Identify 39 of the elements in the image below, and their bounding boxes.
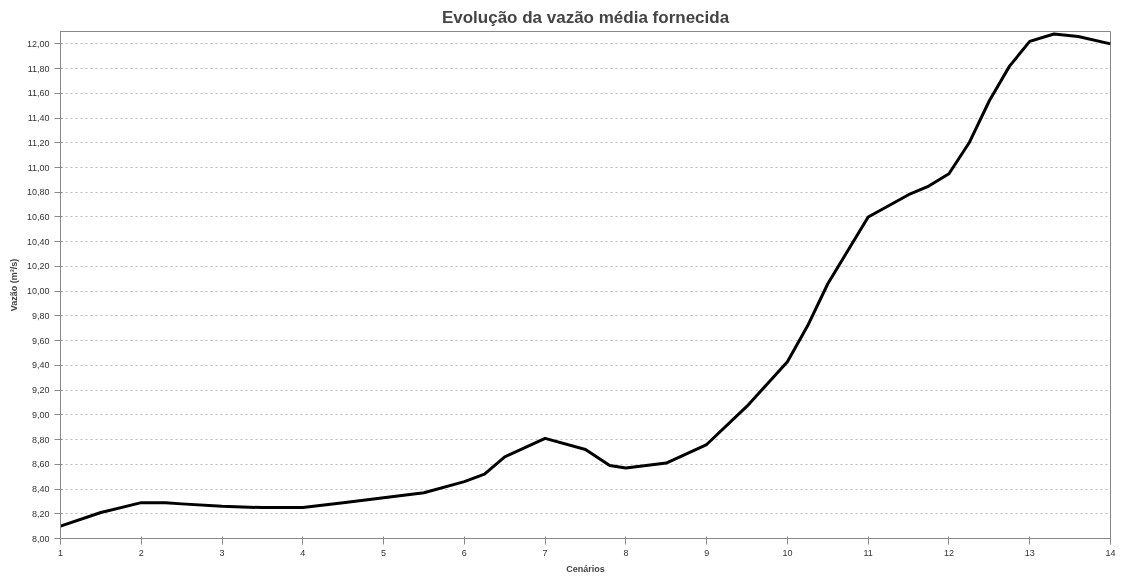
x-tick-label: 10 — [782, 547, 793, 558]
x-tick-label: 7 — [542, 547, 548, 558]
x-tick-label: 13 — [1024, 547, 1035, 558]
y-tick-label: 11,60 — [27, 88, 50, 99]
y-tick-label: 10,80 — [26, 187, 50, 198]
y-tick-label: 8,80 — [31, 434, 50, 445]
x-tick-label: 11 — [863, 547, 873, 558]
x-tick-label: 1 — [58, 547, 64, 558]
y-tick-label: 11,40 — [27, 113, 50, 124]
y-tick-label: 11,00 — [27, 162, 50, 173]
y-tick-label: 11,80 — [27, 63, 50, 74]
y-tick-label: 10,00 — [26, 286, 50, 297]
y-tick-label: 12,00 — [26, 38, 50, 49]
x-tick-label: 8 — [623, 547, 629, 558]
y-tick-label: 8,00 — [31, 533, 50, 544]
y-tick-label: 9,80 — [31, 310, 50, 321]
x-tick-label: 2 — [138, 547, 144, 558]
y-tick-label: 8,60 — [31, 459, 50, 470]
y-tick-label: 8,20 — [31, 508, 50, 519]
x-tick-label: 4 — [300, 547, 306, 558]
x-tick-label: 6 — [461, 547, 467, 558]
x-tick-label: 5 — [381, 547, 387, 558]
y-tick-label: 10,20 — [26, 261, 50, 272]
x-tick-label: 12 — [943, 547, 954, 558]
y-tick-label: 10,40 — [26, 236, 50, 247]
y-tick-label: 9,00 — [31, 409, 50, 420]
x-axis-title: Cenários — [566, 563, 605, 574]
y-axis-title: Vazão (m³/s) — [8, 258, 19, 312]
line-series — [60, 32, 1111, 528]
y-tick-label: 10,60 — [26, 211, 50, 222]
x-tick-label: 3 — [219, 547, 225, 558]
x-tick-label: 9 — [704, 547, 710, 558]
x-tick-label: 14 — [1105, 547, 1116, 558]
y-tick-label: 9,60 — [31, 335, 50, 346]
y-tick-label: 8,40 — [31, 484, 50, 495]
chart-title: Evolução da vazão média fornecida — [441, 7, 730, 27]
y-tick-label: 9,40 — [31, 360, 50, 371]
y-tick-label: 9,20 — [31, 385, 50, 396]
y-tick-label: 11,20 — [27, 137, 50, 148]
